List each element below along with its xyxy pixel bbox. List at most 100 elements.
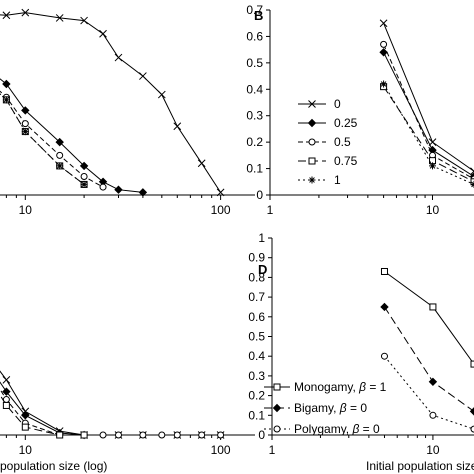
x-tick-label: 100 — [211, 443, 231, 457]
legend-bottom-marker-2 — [273, 425, 281, 433]
x-tick-label: 10 — [426, 203, 440, 217]
series-point-1 — [428, 377, 438, 387]
series-point-1 — [21, 411, 30, 420]
legend-bottom-marker-0 — [273, 383, 281, 391]
panel-label-b: B — [254, 8, 263, 23]
series-point-2 — [380, 352, 388, 360]
legend-bottom: Monogamy, β = 1 Bigamy, β = 0 Polygamy, β … — [264, 380, 387, 436]
series-line-1 — [0, 381, 85, 436]
series-point-0 — [173, 122, 182, 131]
series-point-1 — [2, 79, 11, 89]
series-point-2 — [99, 431, 107, 439]
legend-bottom-label-1: Bigamy, β = 0 — [294, 401, 367, 415]
y-tick-label: 0.7 — [248, 290, 265, 304]
x-tick-label: 1 — [267, 203, 274, 217]
series-point-0 — [429, 303, 437, 311]
series-point-2 — [56, 151, 64, 159]
y-tick-label: 0.3 — [248, 369, 265, 383]
series-point-2 — [429, 411, 437, 419]
series-line-2 — [383, 44, 474, 180]
series-line-0 — [383, 23, 474, 172]
series-point-2 — [173, 431, 181, 439]
panel-a: 10 100 — [0, 8, 255, 217]
series-point-0 — [139, 72, 147, 80]
y-tick-label: 0.5 — [246, 56, 263, 70]
legend-top-marker-4 — [308, 176, 316, 184]
series-point-0 — [197, 159, 206, 168]
series-line-0 — [384, 271, 474, 365]
series-line-1 — [383, 52, 474, 177]
series-point-2 — [21, 120, 29, 128]
series-line-0 — [0, 370, 221, 436]
series-line-0 — [0, 12, 222, 193]
series-point-3 — [2, 401, 10, 409]
x-axis-label-left: population size (log) — [0, 459, 107, 473]
y-tick-label: 0 — [258, 428, 265, 442]
legend-top-label-2: 0.5 — [334, 135, 351, 149]
y-tick-label: 0.3 — [246, 109, 263, 123]
series-point-4 — [80, 180, 88, 188]
series-point-1 — [469, 407, 474, 416]
series-point-0 — [157, 90, 166, 99]
series-point-0 — [470, 360, 474, 368]
legend-bottom-label-2: Polygamy, β = 0 — [294, 422, 380, 436]
legend-top-label-3: 0.75 — [334, 154, 358, 168]
series-line-3 — [0, 93, 85, 185]
series-point-0 — [114, 53, 123, 62]
series-point-1 — [55, 137, 64, 147]
series-point-2 — [470, 425, 474, 433]
series-point-0 — [21, 8, 30, 17]
series-line-3 — [0, 394, 85, 436]
series-point-3 — [80, 431, 88, 439]
series-point-2 — [158, 431, 166, 439]
series-point-0 — [99, 29, 107, 38]
series-point-3 — [21, 423, 29, 431]
series-line-1 — [384, 306, 474, 412]
series-point-0 — [55, 14, 64, 22]
panel-d: 0 0.1 0.2 0.3 0.4 0.5 0.6 0.7 0.8 0.9 1 1 10 — [248, 231, 474, 457]
legend-top-marker-1 — [307, 118, 317, 128]
legend-top-label-1: 0.25 — [334, 116, 358, 130]
y-tick-label: 1 — [258, 231, 265, 245]
legend-top-marker-3 — [308, 157, 316, 165]
series-point-2 — [99, 183, 107, 191]
series-point-2 — [114, 431, 122, 439]
panel-b: 00.10.20.30.40.50.60.71 10 — [246, 3, 474, 217]
y-tick-label: 0.7 — [246, 3, 263, 17]
series-point-2 — [80, 173, 88, 180]
series-point-1 — [2, 387, 11, 396]
x-tick-label: 10 — [19, 443, 33, 457]
series-point-4 — [21, 128, 29, 136]
series-point-0 — [2, 375, 11, 384]
series-point-4 — [2, 96, 10, 104]
series-point-2 — [217, 431, 225, 439]
x-tick-label: 1 — [269, 443, 276, 457]
y-tick-label: 0.2 — [246, 135, 263, 149]
series-point-4 — [380, 80, 388, 88]
series-point-1 — [79, 161, 89, 171]
series-line-1 — [0, 78, 143, 193]
legend-top: 0 0.25 0.5 0.75 1 — [298, 97, 358, 187]
panel-c: 10 100 — [0, 370, 255, 457]
x-tick-label: 10 — [19, 203, 33, 217]
x-tick-label: 10 — [426, 443, 440, 457]
y-tick-label: 0.6 — [248, 310, 265, 324]
legend-top-marker-0 — [308, 100, 316, 108]
series-point-2 — [380, 40, 388, 48]
series-point-1 — [380, 302, 389, 312]
series-point-0 — [216, 188, 225, 197]
y-tick-label: 0.8 — [248, 270, 265, 284]
series-point-2 — [198, 431, 206, 439]
y-tick-label: 0.2 — [248, 389, 265, 403]
series-point-3 — [470, 178, 474, 186]
series-point-1 — [379, 48, 388, 57]
series-point-0 — [80, 16, 88, 25]
series-point-0 — [2, 11, 11, 20]
legend-top-marker-2 — [308, 138, 316, 146]
y-tick-label: 0.4 — [246, 82, 263, 96]
series-point-1 — [138, 188, 148, 197]
series-line-2 — [384, 355, 474, 430]
legend-bottom-label-0: Monogamy, β = 1 — [294, 380, 387, 394]
y-tick-label: 0.5 — [248, 330, 265, 344]
y-tick-label: 0.9 — [248, 251, 265, 265]
